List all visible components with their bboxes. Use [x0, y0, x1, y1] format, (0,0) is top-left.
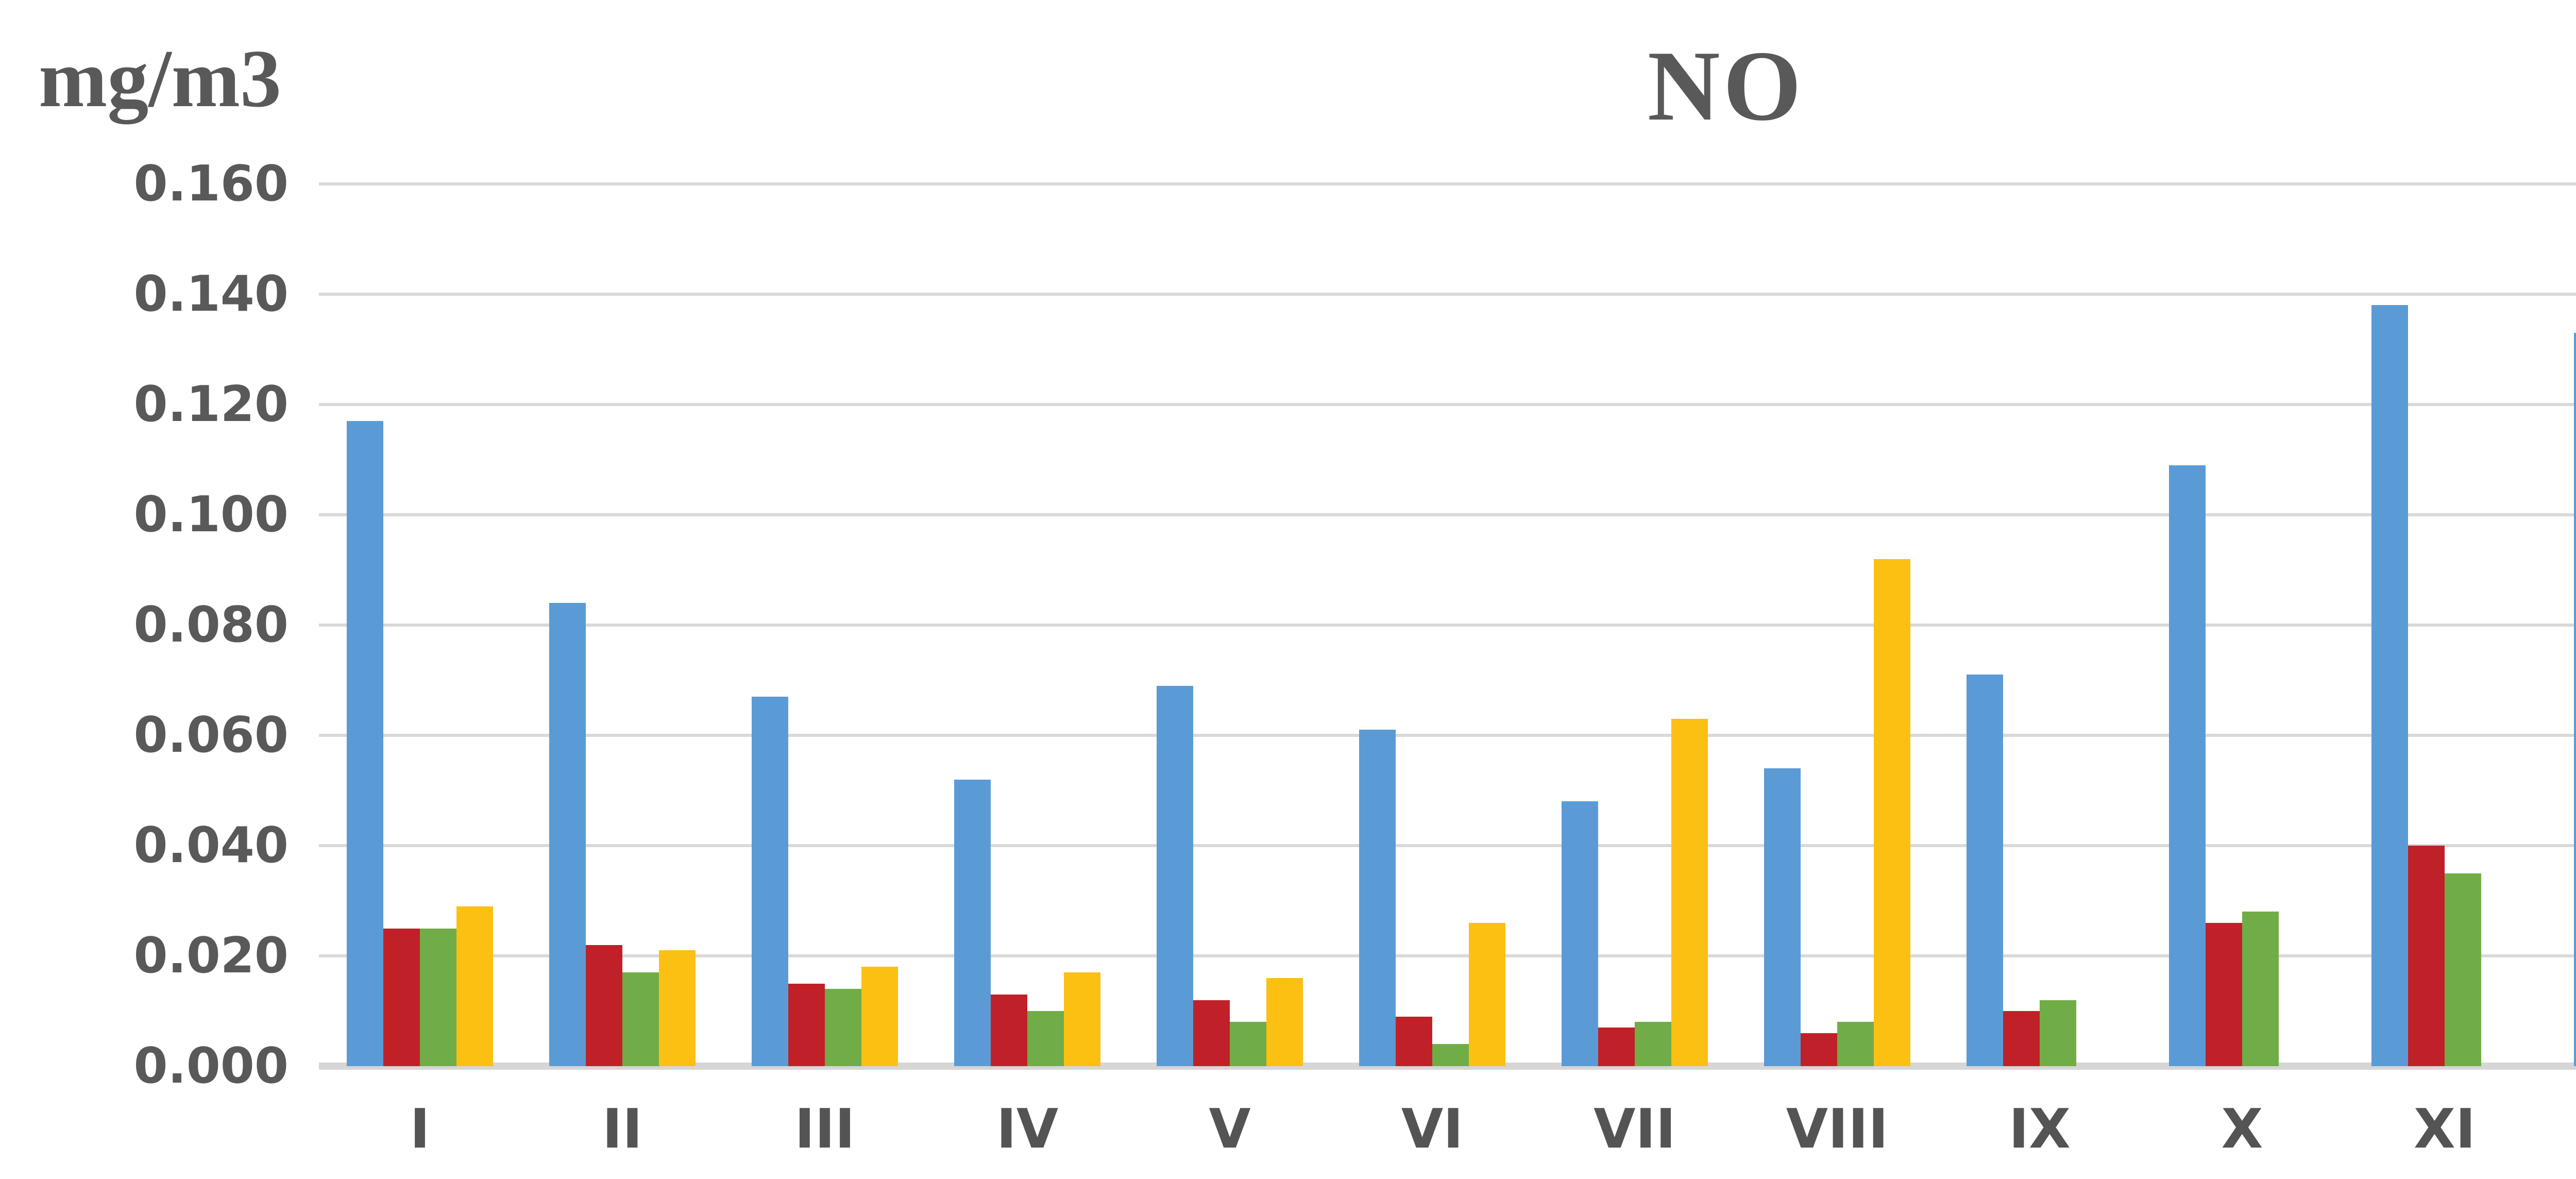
bar-kazbegi-IV — [991, 994, 1027, 1066]
gridline-0.120 — [319, 403, 2576, 406]
bar-vashlijvari-II — [659, 950, 696, 1066]
bar-kazbegi-II — [586, 945, 622, 1066]
bar-varketili-VI — [1432, 1044, 1469, 1066]
x-tick-label-V: V — [1209, 1098, 1251, 1160]
bar-tsereteli-X — [2169, 465, 2206, 1066]
x-tick-label-XI: XI — [2413, 1098, 2476, 1160]
x-tick-label-I: I — [410, 1098, 430, 1160]
bar-varketili-III — [825, 989, 861, 1066]
gridline-0.060 — [319, 734, 2576, 737]
bar-varketili-XI — [2445, 873, 2481, 1066]
y-tick-label-0.160: 0.160 — [133, 156, 289, 212]
x-tick-label-VII: VII — [1594, 1098, 1676, 1160]
gridline-0.040 — [319, 844, 2576, 847]
bar-kazbegi-XI — [2408, 846, 2445, 1066]
y-tick-label-0.100: 0.100 — [133, 486, 289, 543]
bar-kazbegi-VI — [1396, 1016, 1432, 1066]
bar-kazbegi-V — [1193, 1000, 1230, 1066]
gridline-0.140 — [319, 293, 2576, 296]
bar-tsereteli-V — [1157, 685, 1193, 1066]
bar-vashlijvari-III — [861, 967, 898, 1066]
bar-vashlijvari-I — [456, 906, 493, 1066]
y-tick-label-0.140: 0.140 — [133, 266, 289, 323]
bar-varketili-VIII — [1837, 1022, 1874, 1066]
bar-vashlijvari-IV — [1064, 972, 1100, 1066]
y-tick-label-0.040: 0.040 — [133, 817, 289, 874]
x-tick-label-X: X — [2221, 1098, 2263, 1160]
y-tick-label-0.020: 0.020 — [133, 928, 289, 984]
x-tick-label-II: II — [602, 1098, 643, 1160]
x-tick-label-XII: XII — [2544, 1098, 2576, 1160]
bar-vashlijvari-V — [1266, 978, 1303, 1066]
bar-kazbegi-X — [2206, 922, 2242, 1066]
bar-tsereteli-I — [347, 421, 383, 1066]
y-tick-label-0.060: 0.060 — [133, 707, 289, 764]
bar-vashlijvari-VIII — [1874, 559, 1910, 1066]
bar-tsereteli-IX — [1967, 675, 2003, 1066]
bar-tsereteli-XII — [2574, 332, 2576, 1066]
x-tick-label-IX: IX — [2008, 1098, 2071, 1160]
bar-tsereteli-II — [549, 603, 586, 1066]
y-axis-unit-label: mg/m3 — [39, 32, 282, 124]
x-tick-label-III: III — [794, 1098, 855, 1160]
bar-varketili-I — [420, 928, 456, 1066]
bar-tsereteli-VIII — [1764, 768, 1801, 1066]
bar-tsereteli-VII — [1562, 801, 1598, 1066]
bar-varketili-II — [622, 972, 659, 1066]
x-tick-label-VI: VI — [1401, 1098, 1464, 1160]
bar-kazbegi-IX — [2003, 1011, 2040, 1066]
gridline-0.100 — [319, 513, 2576, 516]
gridline-0.160 — [319, 182, 2576, 186]
y-tick-label-0.080: 0.080 — [133, 597, 289, 653]
x-tick-label-IV: IV — [996, 1098, 1059, 1160]
bar-vashlijvari-VII — [1671, 718, 1708, 1066]
y-tick-label-0.000: 0.000 — [133, 1038, 289, 1094]
bar-kazbegi-III — [788, 983, 825, 1066]
bar-varketili-V — [1230, 1022, 1266, 1066]
bar-varketili-IV — [1027, 1011, 1064, 1066]
bar-tsereteli-III — [752, 697, 788, 1066]
bar-kazbegi-VIII — [1801, 1033, 1837, 1066]
bar-vashlijvari-VI — [1469, 922, 1505, 1066]
bar-kazbegi-I — [383, 928, 420, 1066]
bar-tsereteli-XI — [2371, 305, 2408, 1066]
gridline-0.020 — [319, 954, 2576, 957]
bar-varketili-IX — [2040, 1000, 2076, 1066]
x-tick-label-VIII: VIII — [1786, 1098, 1889, 1160]
chart-title: NO — [1647, 30, 1805, 142]
gridline-0.080 — [319, 624, 2576, 627]
y-tick-label-0.120: 0.120 — [133, 376, 289, 433]
bar-varketili-X — [2242, 912, 2279, 1066]
bar-tsereteli-IV — [954, 779, 991, 1066]
bar-varketili-VII — [1635, 1022, 1671, 1066]
bar-tsereteli-VI — [1359, 730, 1396, 1066]
bar-kazbegi-VII — [1598, 1028, 1635, 1066]
